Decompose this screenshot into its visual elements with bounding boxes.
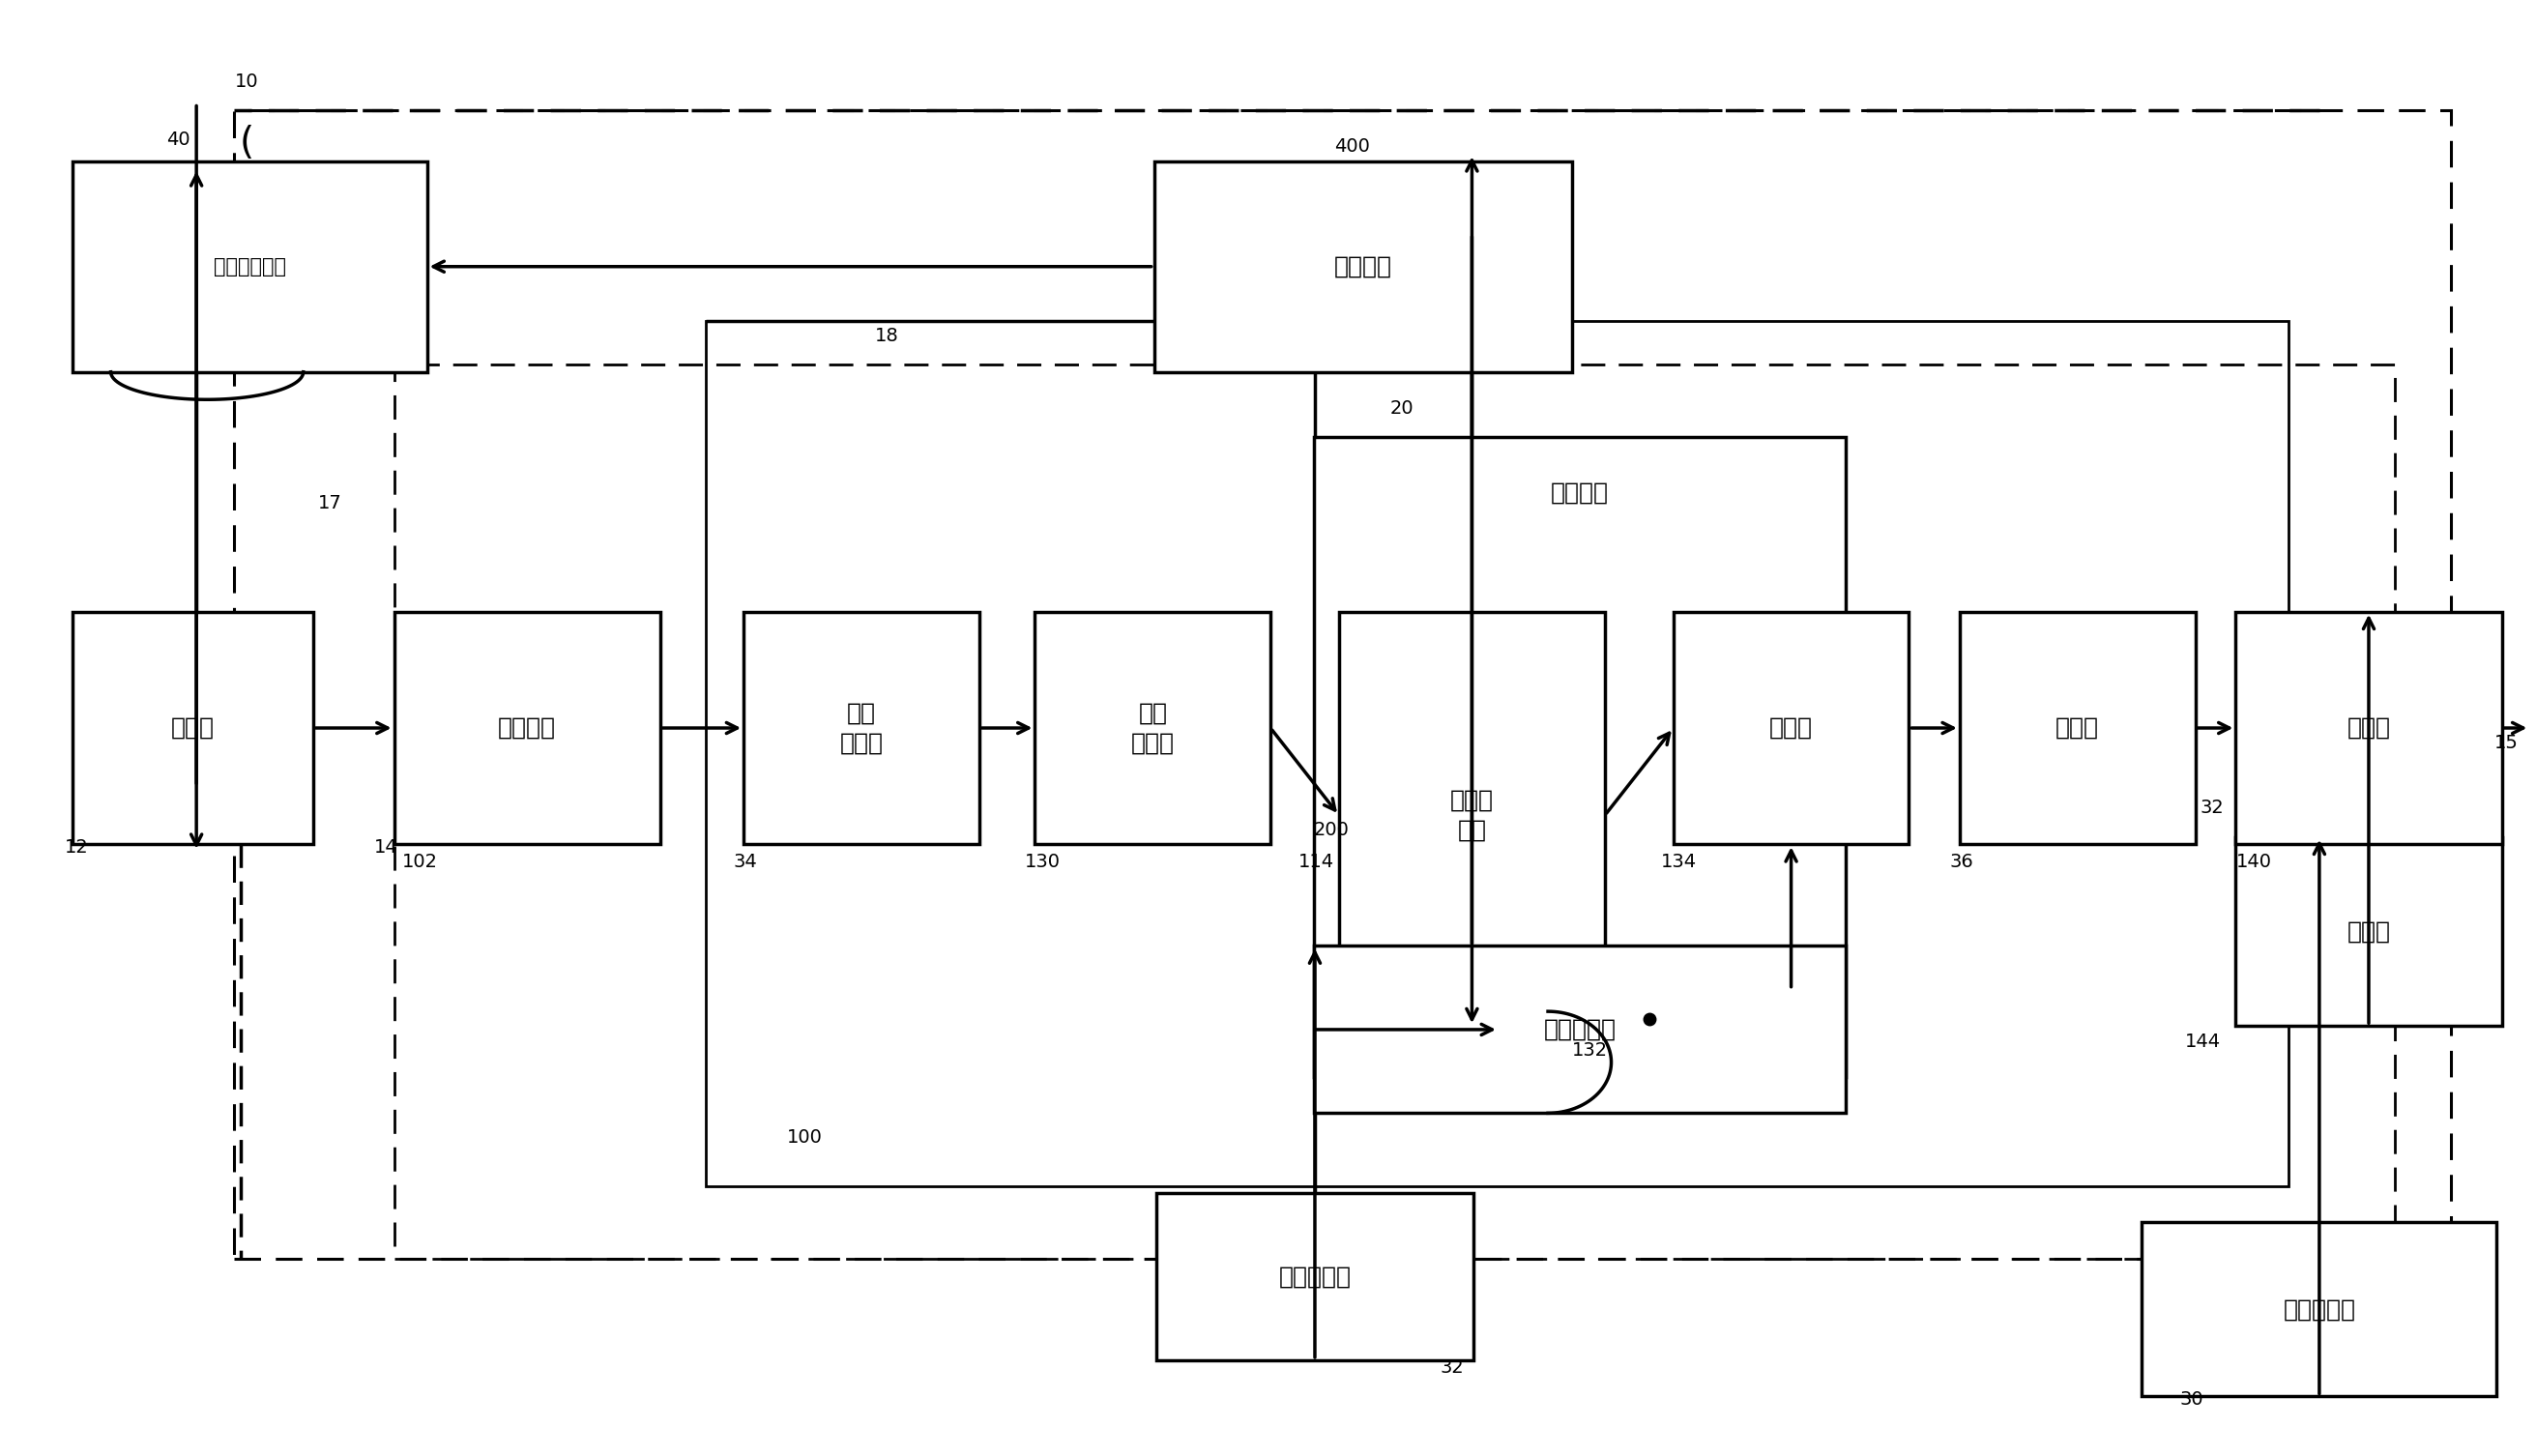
Text: 排放阀: 排放阀	[1770, 716, 1813, 740]
Text: 调节器: 调节器	[2346, 920, 2391, 943]
Text: 控制模块: 控制模块	[1334, 255, 1392, 278]
Bar	[705, 322, 2290, 1185]
Text: 传感器盒: 传感器盒	[1549, 480, 1608, 504]
Text: 30: 30	[2181, 1390, 2204, 1408]
Text: 处理控制系统: 处理控制系统	[213, 256, 287, 277]
Text: 32: 32	[1440, 1358, 1463, 1376]
Text: 102: 102	[401, 853, 436, 871]
Text: 200: 200	[1314, 821, 1349, 839]
Text: 阀盖封壳: 阀盖封壳	[497, 716, 555, 740]
Bar	[1035, 612, 1271, 844]
Bar	[233, 111, 2452, 1258]
Text: 排放
采样阀: 排放 采样阀	[1131, 702, 1174, 754]
Text: 36: 36	[1950, 853, 1973, 871]
Bar	[743, 612, 979, 844]
Bar	[1339, 612, 1605, 1019]
Bar	[1314, 437, 1846, 1077]
Text: 34: 34	[733, 853, 758, 871]
Text: 12: 12	[66, 839, 89, 856]
Text: 32: 32	[2201, 799, 2224, 817]
Text: 17: 17	[317, 494, 342, 513]
Bar	[1156, 1192, 1473, 1360]
Text: 传感器
阵列: 传感器 阵列	[1451, 788, 1494, 842]
Bar	[2237, 612, 2500, 844]
Bar	[71, 612, 312, 844]
Text: 大气采样阀: 大气采样阀	[1544, 1018, 1615, 1041]
Bar	[71, 162, 426, 371]
Bar	[2143, 1222, 2495, 1396]
Text: 18: 18	[875, 326, 900, 345]
Text: 114: 114	[1298, 853, 1334, 871]
Text: 排放源: 排放源	[170, 716, 216, 740]
Bar	[393, 364, 2397, 1258]
Text: 144: 144	[2186, 1032, 2222, 1051]
Text: 噴射器: 噴射器	[2346, 716, 2391, 740]
Text: 10: 10	[233, 73, 259, 90]
Bar	[1960, 612, 2196, 844]
Text: 134: 134	[1661, 853, 1697, 871]
Text: 400: 400	[1334, 137, 1369, 156]
Text: 130: 130	[1025, 853, 1060, 871]
Text: 40: 40	[165, 130, 190, 149]
Text: 15: 15	[2493, 734, 2518, 751]
Text: 压缩空气源: 压缩空气源	[2282, 1297, 2356, 1321]
Text: 排放
采样口: 排放 采样口	[839, 702, 883, 754]
Text: 20: 20	[1390, 399, 1413, 418]
Text: 100: 100	[786, 1128, 822, 1147]
Text: (: (	[238, 125, 254, 162]
Text: 140: 140	[2237, 853, 2272, 871]
Bar	[393, 612, 659, 844]
Text: 132: 132	[1572, 1041, 1608, 1060]
Text: 排放口: 排放口	[2057, 716, 2100, 740]
Text: 大气采样口: 大气采样口	[1278, 1265, 1352, 1289]
Bar	[2237, 837, 2500, 1026]
Bar	[1314, 946, 1846, 1114]
Bar	[1154, 162, 1572, 371]
Text: 14: 14	[373, 839, 398, 856]
Bar	[1674, 612, 1910, 844]
